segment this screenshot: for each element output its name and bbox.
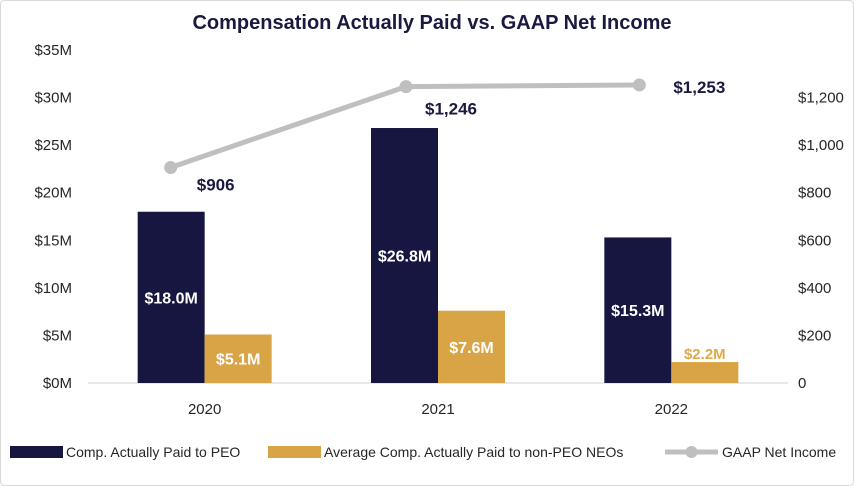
net-income-data-label: $1,246 (425, 100, 477, 119)
legend-marker-net-income (685, 446, 698, 458)
peo-bar-data-label: $18.0M (144, 290, 197, 307)
x-tick-label: 2020 (188, 401, 221, 418)
left-tick-label: $15M (34, 232, 72, 249)
chart-title: Compensation Actually Paid vs. GAAP Net … (192, 12, 671, 34)
net-income-point (399, 80, 413, 94)
right-tick-label: $200 (798, 327, 831, 344)
legend-swatch-neo (268, 446, 321, 458)
neo-bar-data-label: $7.6M (449, 340, 493, 357)
right-tick-label: $1,000 (798, 137, 844, 154)
net-income-point (632, 78, 646, 92)
x-tick-label: 2022 (655, 401, 688, 418)
right-axis: 0 $200 $400 $600 $800 $1,000 $1,200 (798, 90, 844, 392)
legend: Comp. Actually Paid to PEO Average Comp. … (10, 444, 836, 460)
legend-swatch-peo (10, 446, 63, 458)
right-tick-label: $800 (798, 185, 831, 202)
legend-label-peo: Comp. Actually Paid to PEO (66, 444, 240, 460)
left-tick-label: $30M (34, 90, 72, 107)
right-tick-label: $600 (798, 232, 831, 249)
neo-bar (204, 334, 272, 383)
x-axis: 2020 2021 2022 (188, 401, 688, 418)
legend-label-net-income: GAAP Net Income (722, 444, 836, 460)
net-income-data-label: $1,253 (673, 78, 725, 97)
left-axis: $0M $5M $10M $15M $20M $25M $30M $35M (34, 42, 72, 392)
right-tick-label: $400 (798, 280, 831, 297)
left-tick-label: $5M (43, 327, 72, 344)
net-income-point (164, 161, 178, 175)
left-tick-label: $0M (43, 375, 72, 392)
left-tick-label: $20M (34, 185, 72, 202)
neo-bar (438, 310, 505, 383)
bars-group: $18.0M $5.1M $26.8M $7.6M $15.3M $2.2M (137, 128, 739, 383)
peo-bar-data-label: $15.3M (611, 303, 664, 320)
left-tick-label: $10M (34, 280, 72, 297)
left-tick-label: $25M (34, 137, 72, 154)
x-tick-label: 2021 (421, 401, 454, 418)
right-tick-label: $1,200 (798, 90, 844, 107)
peo-bar (604, 237, 672, 383)
peo-bar (137, 211, 205, 383)
right-tick-label: 0 (798, 375, 806, 392)
peo-bar (371, 128, 438, 383)
neo-bar-data-label: $5.1M (216, 352, 260, 369)
net-income-data-label: $906 (197, 176, 235, 195)
neo-bar-data-label: $2.2M (684, 346, 726, 363)
legend-label-neo: Average Comp. Actually Paid to non-PEO N… (324, 444, 623, 460)
peo-bar-data-label: $26.8M (378, 249, 431, 266)
neo-bar (671, 362, 739, 383)
line-series-group: $906 $1,246 $1,253 (164, 78, 725, 195)
left-tick-label: $35M (34, 42, 72, 59)
